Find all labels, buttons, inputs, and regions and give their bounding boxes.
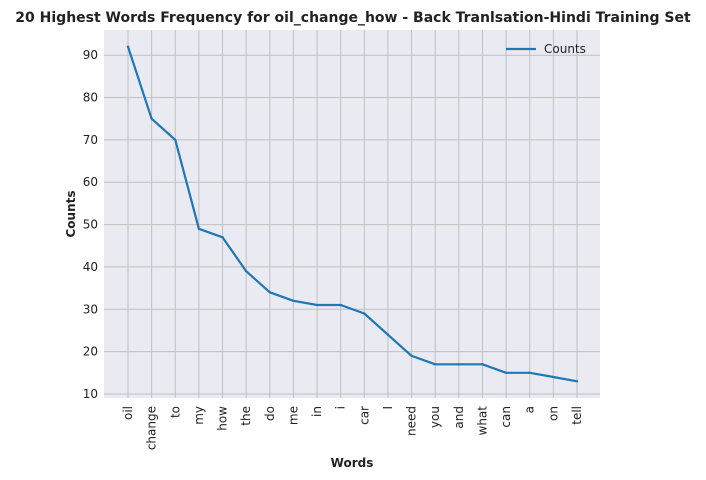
x-tick-label: do	[263, 406, 277, 421]
y-tick-label: 30	[83, 302, 98, 316]
data-point	[457, 363, 461, 366]
data-point	[292, 299, 295, 303]
legend-label: Counts	[544, 42, 586, 56]
data-point	[552, 375, 555, 379]
x-tick-label: change	[145, 406, 159, 450]
x-tick-label: my	[192, 406, 206, 425]
x-tick-label: the	[239, 406, 253, 426]
y-tick-label: 70	[83, 133, 98, 147]
x-tick-label: how	[216, 406, 230, 431]
y-gridlines	[104, 54, 600, 395]
x-tick-label: can	[499, 406, 513, 428]
data-point	[126, 45, 130, 48]
y-tick-label: 90	[83, 48, 98, 62]
y-tick-label: 20	[83, 345, 98, 359]
data-point	[221, 236, 224, 239]
x-tick-label: car	[357, 406, 371, 425]
data-point	[363, 312, 366, 315]
y-tick-label: 60	[83, 175, 98, 189]
y-tick-label: 40	[83, 260, 98, 274]
x-gridlines	[127, 30, 578, 398]
x-tick-label: oil	[121, 406, 135, 420]
data-point	[504, 371, 508, 375]
x-tick-label: what	[475, 406, 489, 436]
x-tick-label: need	[405, 406, 419, 436]
x-tick-label: in	[310, 406, 324, 417]
data-point	[339, 303, 342, 307]
series-line-counts	[126, 46, 578, 383]
x-tick-label: tell	[570, 406, 584, 425]
y-tick-label: 10	[83, 387, 98, 401]
data-point	[481, 363, 484, 366]
data-point	[150, 117, 153, 120]
y-axis-ticks: 10 20 30 40 50 60 70 80 90	[83, 48, 98, 401]
x-tick-label: you	[428, 406, 442, 428]
data-point	[244, 269, 248, 273]
data-point	[315, 303, 319, 307]
x-axis-label: Words	[331, 456, 374, 470]
x-tick-label: I	[381, 406, 395, 410]
y-axis-label: Counts	[64, 190, 78, 237]
data-point	[386, 333, 390, 336]
data-point	[434, 363, 437, 366]
y-tick-label: 80	[83, 91, 98, 105]
data-point	[575, 380, 579, 383]
x-tick-label: and	[452, 406, 466, 429]
data-points	[126, 45, 579, 383]
data-point	[268, 291, 271, 294]
legend: Counts	[506, 42, 586, 56]
y-tick-label: 50	[83, 218, 98, 232]
x-tick-label: a	[523, 406, 537, 413]
data-point	[528, 371, 531, 375]
data-point	[174, 138, 177, 142]
data-point	[410, 354, 413, 358]
x-tick-label: me	[286, 406, 300, 425]
chart-title: 20 Highest Words Frequency for oil_chang…	[15, 10, 691, 26]
x-tick-label: on	[546, 406, 560, 421]
x-tick-label: to	[168, 406, 182, 418]
x-tick-label: i	[334, 406, 348, 409]
data-point	[197, 227, 201, 231]
plot-area	[104, 30, 600, 398]
